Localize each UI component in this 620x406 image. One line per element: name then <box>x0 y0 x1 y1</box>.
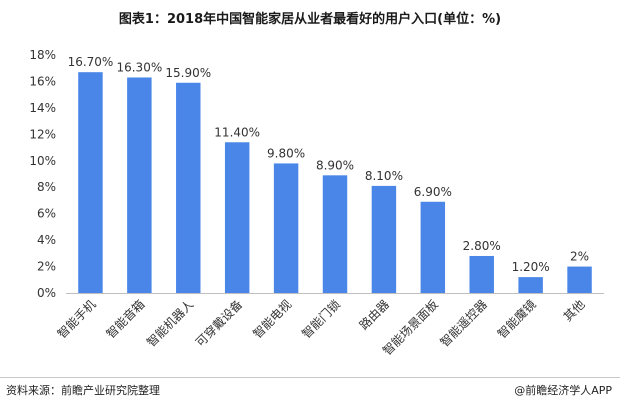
bar <box>420 201 446 293</box>
data-label: 15.90% <box>165 66 211 80</box>
bar <box>322 175 348 293</box>
y-tick-label: 18% <box>29 48 56 62</box>
data-label: 8.10% <box>365 169 403 183</box>
x-tick-label: 智能机器人 <box>143 297 196 350</box>
y-tick-label: 16% <box>29 74 56 88</box>
bar <box>371 185 397 293</box>
y-tick-label: 6% <box>37 207 56 221</box>
x-tick-label: 路由器 <box>356 297 392 333</box>
y-tick-label: 10% <box>29 154 56 168</box>
x-tick-label: 智能魔镜 <box>494 297 539 342</box>
x-tick-label: 可穿戴设备 <box>192 297 245 350</box>
bar <box>78 72 103 293</box>
bar <box>567 266 592 293</box>
data-label: 9.80% <box>267 146 305 160</box>
data-label: 2% <box>570 250 589 264</box>
data-label: 16.30% <box>116 60 162 74</box>
y-tick-label: 12% <box>29 127 56 141</box>
x-tick-label: 智能音箱 <box>103 297 148 342</box>
x-tick-label: 智能手机 <box>54 297 99 342</box>
bar <box>273 163 299 293</box>
data-label: 11.40% <box>214 125 260 139</box>
y-tick-label: 4% <box>37 233 56 247</box>
brand-credit: @前瞻经济学人APP <box>514 384 612 397</box>
y-tick-label: 8% <box>37 180 56 194</box>
x-tick-label: 智能门锁 <box>299 297 344 342</box>
data-label: 6.90% <box>414 185 452 199</box>
data-label: 2.80% <box>463 239 501 253</box>
y-tick-label: 2% <box>37 260 56 274</box>
data-label: 16.70% <box>68 55 114 69</box>
y-tick-label: 14% <box>29 101 56 115</box>
y-tick-label: 0% <box>37 286 56 300</box>
data-label: 8.90% <box>316 158 354 172</box>
data-label: 1.20% <box>512 260 550 274</box>
source-note: 资料来源：前瞻产业研究院整理 <box>6 384 160 397</box>
x-tick-label: 智能遥控器 <box>437 297 490 350</box>
bar <box>176 82 201 294</box>
footer-divider <box>0 377 620 378</box>
chart-title: 图表1：2018年中国智能家居从业者最看好的用户入口(单位：%) <box>118 12 502 27</box>
bar <box>224 142 250 293</box>
bar <box>127 77 152 293</box>
x-tick-label: 其他 <box>561 297 588 324</box>
bar <box>518 277 543 293</box>
bar <box>469 255 494 293</box>
x-tick-label: 智能电视 <box>250 297 295 342</box>
